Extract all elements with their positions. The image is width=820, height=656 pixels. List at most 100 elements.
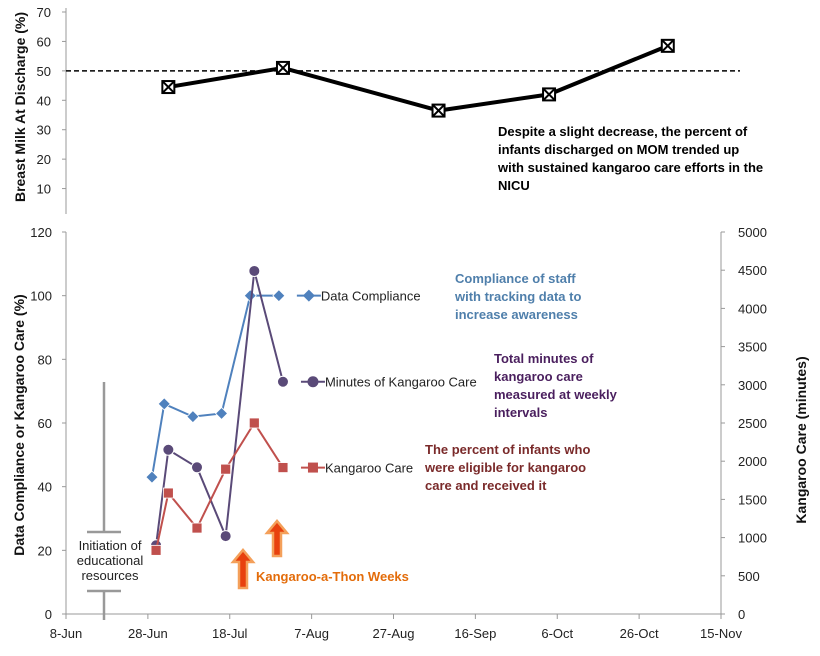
top-y-ticks: 10 20 30 40 50 60 70: [37, 5, 67, 214]
x-tick-label: 26-Oct: [620, 626, 659, 641]
right-y-tick-label: 3500: [738, 340, 767, 355]
top-annotation-line: with sustained kangaroo care efforts in …: [497, 160, 763, 175]
marker-x: [276, 61, 290, 75]
x-tick-label: 27-Aug: [373, 626, 415, 641]
left-y-tick-label: 120: [30, 225, 52, 240]
x-tick-label: 18-Jul: [212, 626, 248, 641]
left-y-tick-label: 40: [38, 480, 52, 495]
discharge-point: [161, 80, 176, 95]
right-y-ticks: 0 500 1000 1500 2000 2500 3000 3500 4000 4500 5000: [721, 225, 767, 622]
data-point-diamond: [214, 406, 229, 421]
percent-annotation-line: The percent of infants who: [425, 442, 590, 457]
top-y-tick-label: 50: [37, 64, 51, 79]
compliance-annotation-line: increase awareness: [455, 307, 578, 322]
series-kangaroo-care: [150, 417, 289, 556]
compliance-annotation-line: Compliance of staff: [455, 271, 576, 286]
top-series: [161, 38, 675, 118]
x-tick-label: 16-Sep: [454, 626, 496, 641]
legend-marker-diamond: [302, 289, 315, 302]
legend-label: Kangaroo Care: [325, 461, 413, 476]
right-y-tick-label: 4000: [738, 301, 767, 316]
minutes-annotation-line: kangaroo care: [494, 369, 583, 384]
left-y-tick-label: 80: [38, 352, 52, 367]
right-y-tick-label: 2500: [738, 416, 767, 431]
top-y-tick-label: 70: [37, 5, 51, 20]
legend-label: Data Compliance: [321, 289, 421, 304]
kangathon-label: Kangaroo-a-Thon Weeks: [256, 569, 409, 584]
left-y-tick-label: 100: [30, 289, 52, 304]
marker-x: [431, 103, 446, 118]
left-y-ticks: 0 20 40 60 80 100 120: [30, 225, 66, 622]
data-point-diamond: [272, 289, 286, 303]
legend: Data Compliance Minutes of Kangaroo Care K…: [296, 289, 477, 476]
minutes-annotation-line: measured at weekly: [494, 387, 618, 402]
data-point-diamond: [145, 470, 159, 484]
education-annotation-line: educational: [77, 553, 144, 568]
data-point-circle: [191, 461, 203, 474]
right-y-tick-label: 5000: [738, 225, 767, 240]
top-panel: Breast Milk At Discharge (%) 10 20 30 40 50 6…: [12, 5, 763, 214]
education-annotation-line: resources: [81, 568, 139, 583]
marker-x: [542, 87, 556, 102]
x-tick-label: 15-Nov: [700, 626, 742, 641]
up-arrow-icon: [264, 519, 290, 558]
series-data-compliance: [145, 289, 286, 484]
x-tick-label: 6-Oct: [541, 626, 573, 641]
data-point-square: [150, 544, 162, 556]
series-line: [155, 421, 284, 551]
legend-item: Minutes of Kangaroo Care: [300, 375, 477, 390]
percent-annotation-line: care and received it: [425, 478, 547, 493]
data-point-square: [277, 462, 289, 473]
discharge-series-line: [168, 43, 669, 113]
data-point-circle: [162, 443, 175, 456]
bottom-series: [145, 264, 289, 556]
legend-marker-square: [307, 462, 318, 473]
bottom-panel: Data Compliance or Kangaroo Care (%) Kan…: [11, 225, 809, 641]
marker-x: [661, 39, 675, 53]
top-annotation-line: NICU: [498, 178, 530, 193]
left-y-tick-label: 20: [38, 543, 52, 558]
up-arrow-icon: [230, 548, 256, 590]
minutes-annotation-line: Total minutes of: [494, 351, 594, 366]
right-y-axis-title: Kangaroo Care (minutes): [793, 356, 809, 523]
data-point-square: [220, 463, 232, 475]
data-point-circle: [219, 530, 232, 543]
top-annotation: Despite a slight decrease, the percent o…: [497, 124, 763, 193]
data-point-square: [162, 487, 174, 499]
legend-item: Kangaroo Care: [300, 461, 413, 476]
data-point-circle: [248, 264, 261, 277]
right-y-tick-label: 2000: [738, 454, 767, 469]
right-y-tick-label: 1000: [738, 531, 767, 546]
data-point-square: [191, 522, 203, 534]
right-y-tick-label: 500: [738, 569, 760, 584]
bottom-annotations: Compliance of staff with tracking data to…: [424, 271, 618, 493]
top-annotation-line: Despite a slight decrease, the percent o…: [498, 124, 748, 139]
discharge-point: [431, 103, 446, 118]
right-y-tick-label: 3000: [738, 378, 767, 393]
legend-marker-circle: [307, 376, 319, 388]
kangathon-arrows: Kangaroo-a-Thon Weeks: [230, 519, 409, 590]
marker-x: [161, 80, 176, 94]
x-tick-label: 8-Jun: [50, 626, 83, 641]
percent-annotation-line: were eligible for kangaroo: [424, 460, 586, 475]
top-y-tick-label: 10: [37, 182, 51, 197]
legend-item: Data Compliance: [296, 289, 421, 304]
data-point-square: [248, 417, 260, 429]
data-point-diamond: [157, 397, 171, 411]
x-tick-label: 7-Aug: [294, 626, 329, 641]
discharge-point: [660, 38, 675, 53]
left-y-axis-title: Data Compliance or Kangaroo Care (%): [11, 294, 27, 555]
x-ticks: 8-Jun 28-Jun 18-Jul 7-Aug 27-Aug 16-Sep 6-Oct 2…: [50, 614, 742, 641]
left-y-tick-label: 60: [38, 416, 52, 431]
right-y-tick-label: 0: [738, 607, 745, 622]
right-y-tick-label: 4500: [738, 263, 767, 278]
data-point-diamond: [186, 410, 200, 424]
left-y-tick-label: 0: [45, 607, 52, 622]
discharge-point: [542, 87, 557, 102]
top-y-tick-label: 60: [37, 34, 51, 49]
right-y-tick-label: 1500: [738, 492, 767, 507]
data-point-circle: [276, 375, 289, 388]
